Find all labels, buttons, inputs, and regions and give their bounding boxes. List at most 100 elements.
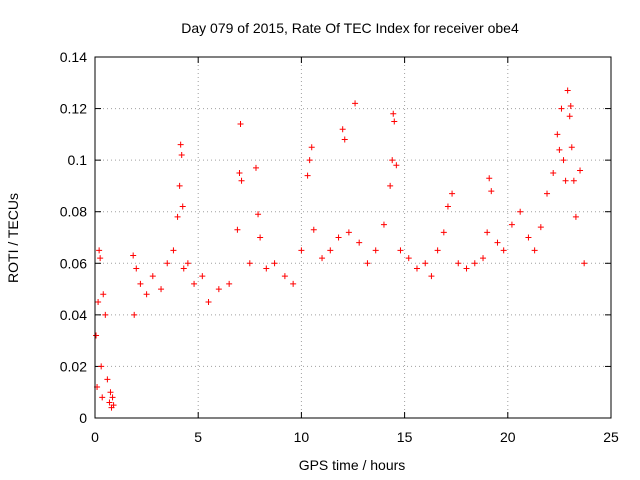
data-point bbox=[525, 234, 532, 241]
data-point bbox=[238, 177, 245, 184]
data-point bbox=[319, 255, 326, 262]
data-point bbox=[107, 389, 114, 396]
data-point bbox=[434, 247, 441, 254]
data-point bbox=[96, 247, 103, 254]
chart-title: Day 079 of 2015, Rate Of TEC Index for r… bbox=[181, 20, 519, 36]
data-point bbox=[422, 260, 429, 267]
data-point bbox=[393, 162, 400, 169]
data-point bbox=[255, 211, 262, 218]
data-point bbox=[143, 291, 150, 298]
data-point bbox=[184, 260, 191, 267]
data-points bbox=[93, 87, 588, 411]
data-point bbox=[558, 105, 565, 112]
data-point bbox=[508, 221, 515, 228]
data-point bbox=[234, 226, 241, 233]
data-point bbox=[237, 121, 244, 128]
data-point bbox=[440, 229, 447, 236]
data-point bbox=[572, 213, 579, 220]
data-point bbox=[236, 170, 243, 177]
data-point bbox=[488, 188, 495, 195]
data-point bbox=[298, 247, 305, 254]
data-point bbox=[364, 260, 371, 267]
data-point bbox=[562, 177, 569, 184]
data-point bbox=[327, 247, 334, 254]
data-point bbox=[577, 167, 584, 174]
data-point bbox=[306, 157, 313, 164]
data-point bbox=[205, 298, 212, 305]
data-point bbox=[263, 265, 270, 272]
data-point bbox=[389, 157, 396, 164]
y-tick-labels: 0 0.02 0.04 0.06 0.08 0.1 0.12 0.14 bbox=[60, 49, 87, 426]
data-point bbox=[246, 260, 253, 267]
data-point bbox=[310, 226, 317, 233]
data-point bbox=[98, 363, 105, 370]
data-point bbox=[390, 110, 397, 117]
data-point bbox=[174, 213, 181, 220]
data-point bbox=[271, 260, 278, 267]
data-point bbox=[560, 157, 567, 164]
x-tick-label: 20 bbox=[500, 429, 516, 445]
y-tick-label: 0.02 bbox=[60, 358, 87, 374]
plot-frame bbox=[94, 56, 612, 419]
data-point bbox=[341, 136, 348, 143]
data-point bbox=[471, 260, 478, 267]
data-point bbox=[356, 239, 363, 246]
x-tick-labels: 0 5 10 15 20 25 bbox=[91, 429, 619, 445]
y-tick-label: 0.08 bbox=[60, 204, 87, 220]
data-point bbox=[93, 332, 100, 339]
data-point bbox=[149, 273, 156, 280]
data-point bbox=[397, 247, 404, 254]
data-point bbox=[281, 273, 288, 280]
data-point bbox=[428, 273, 435, 280]
grid-lines bbox=[95, 57, 611, 418]
data-point bbox=[581, 260, 588, 267]
data-point bbox=[486, 175, 493, 182]
data-point bbox=[554, 131, 561, 138]
data-point bbox=[345, 229, 352, 236]
data-point bbox=[99, 394, 106, 401]
data-point bbox=[570, 177, 577, 184]
data-point bbox=[444, 203, 451, 210]
x-tick-label: 0 bbox=[91, 429, 99, 445]
data-point bbox=[564, 87, 571, 94]
data-point bbox=[199, 273, 206, 280]
data-point bbox=[500, 247, 507, 254]
data-point bbox=[95, 298, 102, 305]
data-point bbox=[517, 208, 524, 215]
data-point bbox=[308, 144, 315, 151]
y-tick-label: 0.04 bbox=[60, 307, 87, 323]
data-point bbox=[180, 265, 187, 272]
data-point bbox=[97, 255, 104, 262]
data-point bbox=[104, 376, 111, 383]
data-point bbox=[133, 265, 140, 272]
data-point bbox=[164, 260, 171, 267]
data-point bbox=[455, 260, 462, 267]
data-point bbox=[568, 144, 575, 151]
data-point bbox=[215, 286, 222, 293]
data-point bbox=[556, 146, 563, 153]
data-point bbox=[252, 164, 259, 171]
data-point bbox=[566, 113, 573, 120]
data-point bbox=[304, 172, 311, 179]
data-point bbox=[137, 280, 144, 287]
data-point bbox=[131, 311, 138, 318]
data-point bbox=[372, 247, 379, 254]
data-point bbox=[463, 265, 470, 272]
x-tick-label: 10 bbox=[294, 429, 310, 445]
data-point bbox=[106, 399, 113, 406]
x-tick-label: 5 bbox=[194, 429, 202, 445]
y-axis-label: ROTI / TECUs bbox=[5, 193, 21, 283]
data-point bbox=[405, 255, 412, 262]
data-point bbox=[413, 265, 420, 272]
data-point bbox=[544, 190, 551, 197]
data-point bbox=[484, 229, 491, 236]
data-point bbox=[352, 100, 359, 107]
data-point bbox=[335, 234, 342, 241]
data-point bbox=[179, 203, 186, 210]
data-point bbox=[257, 234, 264, 241]
data-point bbox=[177, 141, 184, 148]
data-point bbox=[567, 102, 574, 109]
data-point bbox=[480, 255, 487, 262]
